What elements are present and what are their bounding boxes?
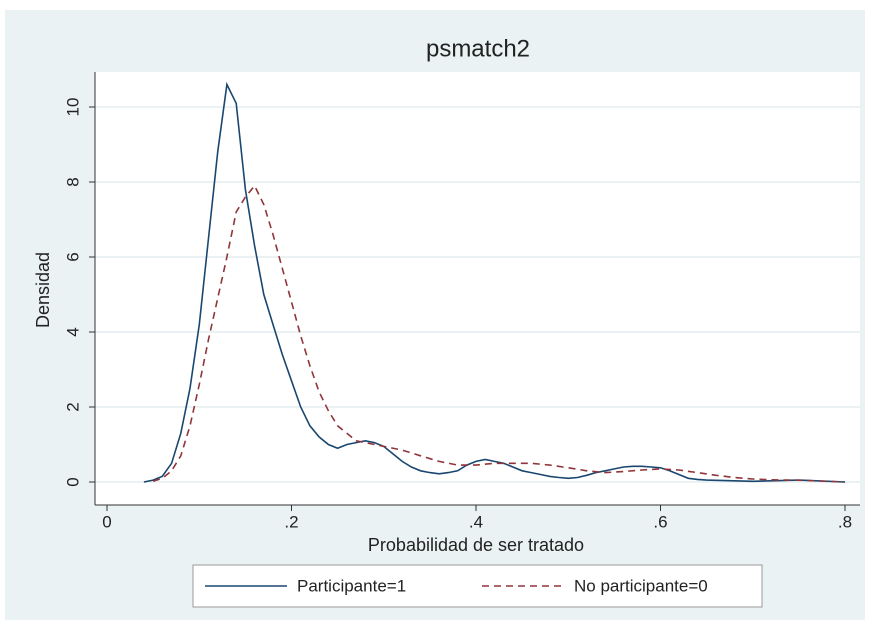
series-line <box>143 81 846 483</box>
x-tick-label: .6 <box>653 512 667 531</box>
x-axis-label: Probabilidad de ser tratado <box>368 535 584 555</box>
series-line <box>152 184 846 483</box>
y-tick-label: 2 <box>63 402 82 411</box>
legend-label: No participante=0 <box>574 576 708 595</box>
y-tick-label: 0 <box>63 477 82 486</box>
legend-box <box>192 564 763 608</box>
legend-label: Participante=1 <box>297 576 406 595</box>
x-tick-label: 0 <box>102 512 111 531</box>
x-tick-label: .2 <box>284 512 298 531</box>
y-axis-label: Densidad <box>33 252 53 328</box>
y-tick-label: 4 <box>63 327 82 336</box>
plot-area <box>95 72 860 505</box>
x-tick-label: .8 <box>838 512 852 531</box>
x-tick-label: .4 <box>469 512 483 531</box>
y-tick-label: 6 <box>63 252 82 261</box>
y-tick-label: 8 <box>63 177 82 186</box>
y-tick-label: 10 <box>63 98 82 117</box>
chart-title: psmatch2 <box>426 35 530 62</box>
